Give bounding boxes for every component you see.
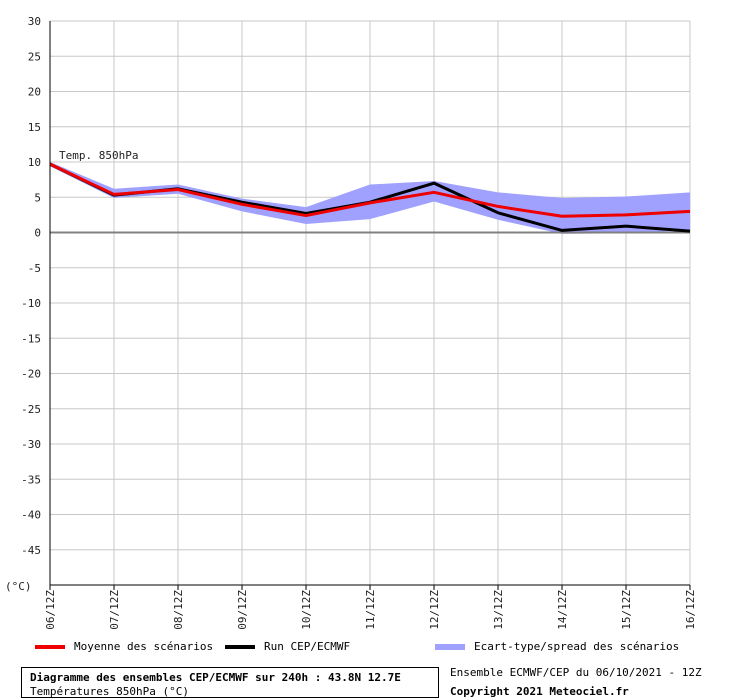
x-tick-label: 11/12Z — [364, 590, 377, 630]
spread-band — [50, 162, 690, 234]
spread-band-layer — [50, 162, 690, 234]
legend-swatch-spread — [435, 644, 465, 650]
y-tick-label: -20 — [21, 368, 41, 381]
x-tick-label: 08/12Z — [172, 590, 185, 630]
y-tick-label: -25 — [21, 403, 41, 416]
y-tick-label: 20 — [28, 86, 41, 99]
y-tick-label: -40 — [21, 509, 41, 522]
legend-label-mean: Moyenne des scénarios — [74, 640, 214, 653]
y-tick-label: -45 — [21, 544, 41, 557]
legend-swatch-run — [225, 645, 255, 649]
ensemble-chart: 30 25 20 15 10 5 0 -5 -10 -15 -20 -25 -30 -35 -40 -45 06… — [5, 15, 697, 630]
y-tick-label: -30 — [21, 438, 41, 451]
series-layer — [49, 162, 691, 233]
tick-labels: 30 25 20 15 10 5 0 -5 -10 -15 -20 -25 -30 -35 -40 -45 06… — [21, 15, 697, 630]
copyright: Copyright 2021 Meteociel.fr — [450, 685, 629, 698]
y-tick-label: 15 — [28, 121, 41, 134]
y-tick-label: 25 — [28, 50, 41, 63]
y-tick-label: -15 — [21, 332, 41, 345]
x-tick-label: 09/12Z — [236, 590, 249, 630]
y-axis-unit-label: (°C) — [5, 580, 32, 593]
y-tick-label: -5 — [28, 262, 41, 275]
x-tick-label: 06/12Z — [44, 590, 57, 630]
chart-title: Diagramme des ensembles CEP/ECMWF sur 24… — [30, 671, 401, 684]
title-box: Diagramme des ensembles CEP/ECMWF sur 24… — [21, 667, 439, 698]
legend-label-spread: Ecart-type/spread des scénarios — [474, 640, 680, 653]
y-tick-label: 0 — [34, 227, 41, 240]
chart-subtitle: Températures 850hPa (°C) — [30, 685, 189, 698]
x-tick-label: 10/12Z — [300, 590, 313, 630]
y-tick-label: 5 — [34, 191, 41, 204]
grid — [49, 20, 691, 585]
x-tick-label: 16/12Z — [684, 590, 697, 630]
y-tick-label: 30 — [28, 15, 41, 28]
legend-swatch-mean — [35, 645, 65, 649]
run-info: Ensemble ECMWF/CEP du 06/10/2021 - 12Z — [450, 666, 702, 679]
y-tick-label: 10 — [28, 156, 41, 169]
series-line-mean — [49, 162, 691, 218]
y-tick-label: -10 — [21, 297, 41, 310]
x-tick-label: 13/12Z — [492, 590, 505, 630]
axis-layer — [49, 21, 691, 590]
x-tick-label: 12/12Z — [428, 590, 441, 630]
temp-annotation: Temp. 850hPa — [59, 149, 138, 162]
x-tick-label: 15/12Z — [620, 590, 633, 630]
legend-label-run: Run CEP/ECMWF — [264, 640, 351, 653]
x-tick-label: 07/12Z — [108, 590, 121, 630]
x-tick-label: 14/12Z — [556, 590, 569, 630]
y-tick-label: -35 — [21, 473, 41, 486]
